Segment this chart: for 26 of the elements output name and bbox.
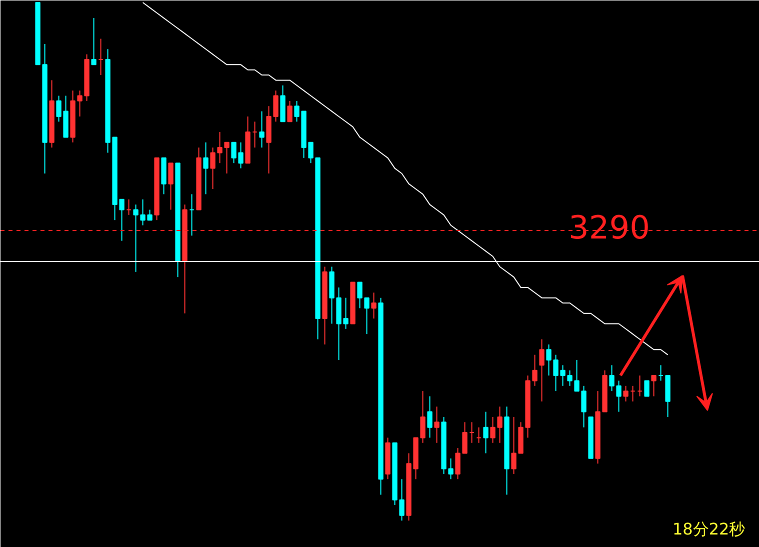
candlestick — [581, 385, 586, 428]
candlestick — [623, 385, 628, 402]
candlestick — [203, 142, 208, 195]
text: 18分22秒 — [672, 520, 746, 538]
candlestick — [259, 110, 264, 148]
candlestick — [420, 390, 426, 444]
candlestick — [616, 380, 622, 412]
candlestick — [364, 297, 370, 335]
candlestick — [168, 162, 174, 210]
annotation: 3290 — [568, 208, 650, 246]
candlestick — [539, 338, 544, 402]
candlestick — [91, 18, 96, 66]
candlestick — [273, 90, 278, 122]
candlestick — [224, 142, 230, 174]
candlestick — [133, 204, 138, 272]
candlestick — [399, 478, 404, 522]
candlestick — [483, 411, 488, 454]
candlestick — [644, 380, 650, 397]
candlestick — [434, 406, 440, 444]
candlestick — [287, 100, 292, 122]
candlestick — [371, 292, 376, 320]
candlestick — [357, 282, 362, 309]
candlestick — [609, 364, 614, 392]
candlestick — [651, 375, 656, 397]
candlestick — [546, 344, 552, 376]
candlestick — [427, 396, 432, 438]
